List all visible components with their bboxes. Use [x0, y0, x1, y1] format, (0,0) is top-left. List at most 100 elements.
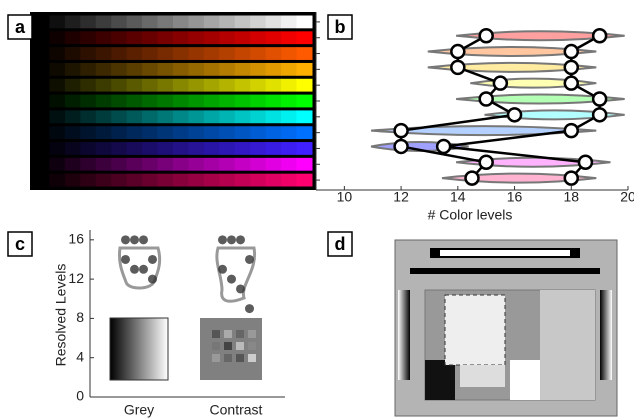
gradient-step — [65, 95, 81, 108]
gradient-step — [142, 63, 158, 76]
point — [395, 124, 408, 137]
gradient-step — [158, 47, 174, 60]
gradient-step — [34, 110, 50, 123]
gradient-step — [49, 158, 65, 171]
gradient-step — [219, 63, 235, 76]
gradient-step — [235, 95, 251, 108]
gradient-step — [127, 142, 143, 155]
gradient-step — [65, 174, 81, 187]
gradient-step — [235, 63, 251, 76]
gradient-step — [158, 31, 174, 44]
gradient-step — [188, 79, 204, 92]
gradient-step — [34, 142, 50, 155]
y-axis-label: Resolved Levels — [53, 264, 69, 367]
panel-label: a — [15, 17, 26, 37]
gradient-step — [250, 63, 266, 76]
gradient-step — [34, 158, 50, 171]
gradient-step — [173, 126, 189, 139]
gradient-step — [49, 126, 65, 139]
point — [508, 108, 521, 121]
point — [494, 77, 507, 90]
gradient-step — [65, 63, 81, 76]
gradient-step — [188, 174, 204, 187]
gradient-step — [281, 158, 297, 171]
gradient-step — [96, 47, 112, 60]
point — [236, 284, 245, 293]
gradient-step — [173, 158, 189, 171]
gradient-step — [188, 110, 204, 123]
gradient-step — [173, 95, 189, 108]
gradient-step — [80, 142, 96, 155]
gradient-step — [142, 31, 158, 44]
gradient-step — [250, 31, 266, 44]
gradient-step — [96, 142, 112, 155]
gradient-step — [111, 95, 127, 108]
gradient-step — [204, 158, 220, 171]
x-tick-label: 18 — [563, 189, 579, 205]
gradient-step — [173, 47, 189, 60]
gradient-step — [204, 31, 220, 44]
gradient-step — [65, 142, 81, 155]
x-tick-label: Contrast — [210, 402, 263, 418]
gradient-step — [158, 110, 174, 123]
gradient-step — [96, 63, 112, 76]
gradient-step — [173, 31, 189, 44]
point — [148, 255, 157, 264]
gradient-step — [173, 174, 189, 187]
gradient-step — [65, 158, 81, 171]
gradient-step — [49, 47, 65, 60]
gradient-step — [281, 16, 297, 29]
point — [565, 172, 578, 185]
gradient-step — [65, 16, 81, 29]
point — [579, 156, 592, 169]
gradient-step — [250, 16, 266, 29]
gradient-step — [297, 31, 313, 44]
gradient-step — [65, 110, 81, 123]
gradient-step — [80, 174, 96, 187]
gradient-step — [297, 126, 313, 139]
gradient-step — [49, 79, 65, 92]
gradient-step — [111, 79, 127, 92]
gradient-step — [173, 63, 189, 76]
point — [148, 275, 157, 284]
point — [245, 255, 254, 264]
point — [236, 235, 245, 244]
point — [139, 265, 148, 274]
gradient-step — [111, 158, 127, 171]
gradient-step — [142, 126, 158, 139]
gradient-step — [142, 16, 158, 29]
gradient-step — [127, 16, 143, 29]
gradient-step — [297, 47, 313, 60]
gradient-step — [80, 63, 96, 76]
gradient-step — [219, 110, 235, 123]
gradient-step — [65, 31, 81, 44]
figure: # Color levels Resolved Levels 101214161… — [0, 0, 634, 420]
gradient-step — [34, 126, 50, 139]
gradient-step — [188, 31, 204, 44]
gradient-step — [281, 47, 297, 60]
gradient-step — [235, 79, 251, 92]
gradient-step — [142, 158, 158, 171]
point — [466, 172, 479, 185]
gradient-step — [235, 158, 251, 171]
gradient-step — [297, 142, 313, 155]
gradient-step — [80, 47, 96, 60]
gradient-step — [281, 79, 297, 92]
gradient-step — [65, 79, 81, 92]
gradient-step — [188, 158, 204, 171]
gradient-step — [158, 158, 174, 171]
gradient-step — [142, 142, 158, 155]
gradient-step — [219, 31, 235, 44]
gradient-step — [219, 16, 235, 29]
point — [130, 235, 139, 244]
gradient-panel — [34, 16, 313, 187]
gradient-step — [250, 79, 266, 92]
gradient-step — [127, 31, 143, 44]
gradient-step — [250, 47, 266, 60]
gradient-step — [173, 110, 189, 123]
gradient-step — [204, 16, 220, 29]
point — [130, 265, 139, 274]
gradient-step — [266, 110, 282, 123]
gradient-step — [250, 142, 266, 155]
gradient-step — [158, 174, 174, 187]
